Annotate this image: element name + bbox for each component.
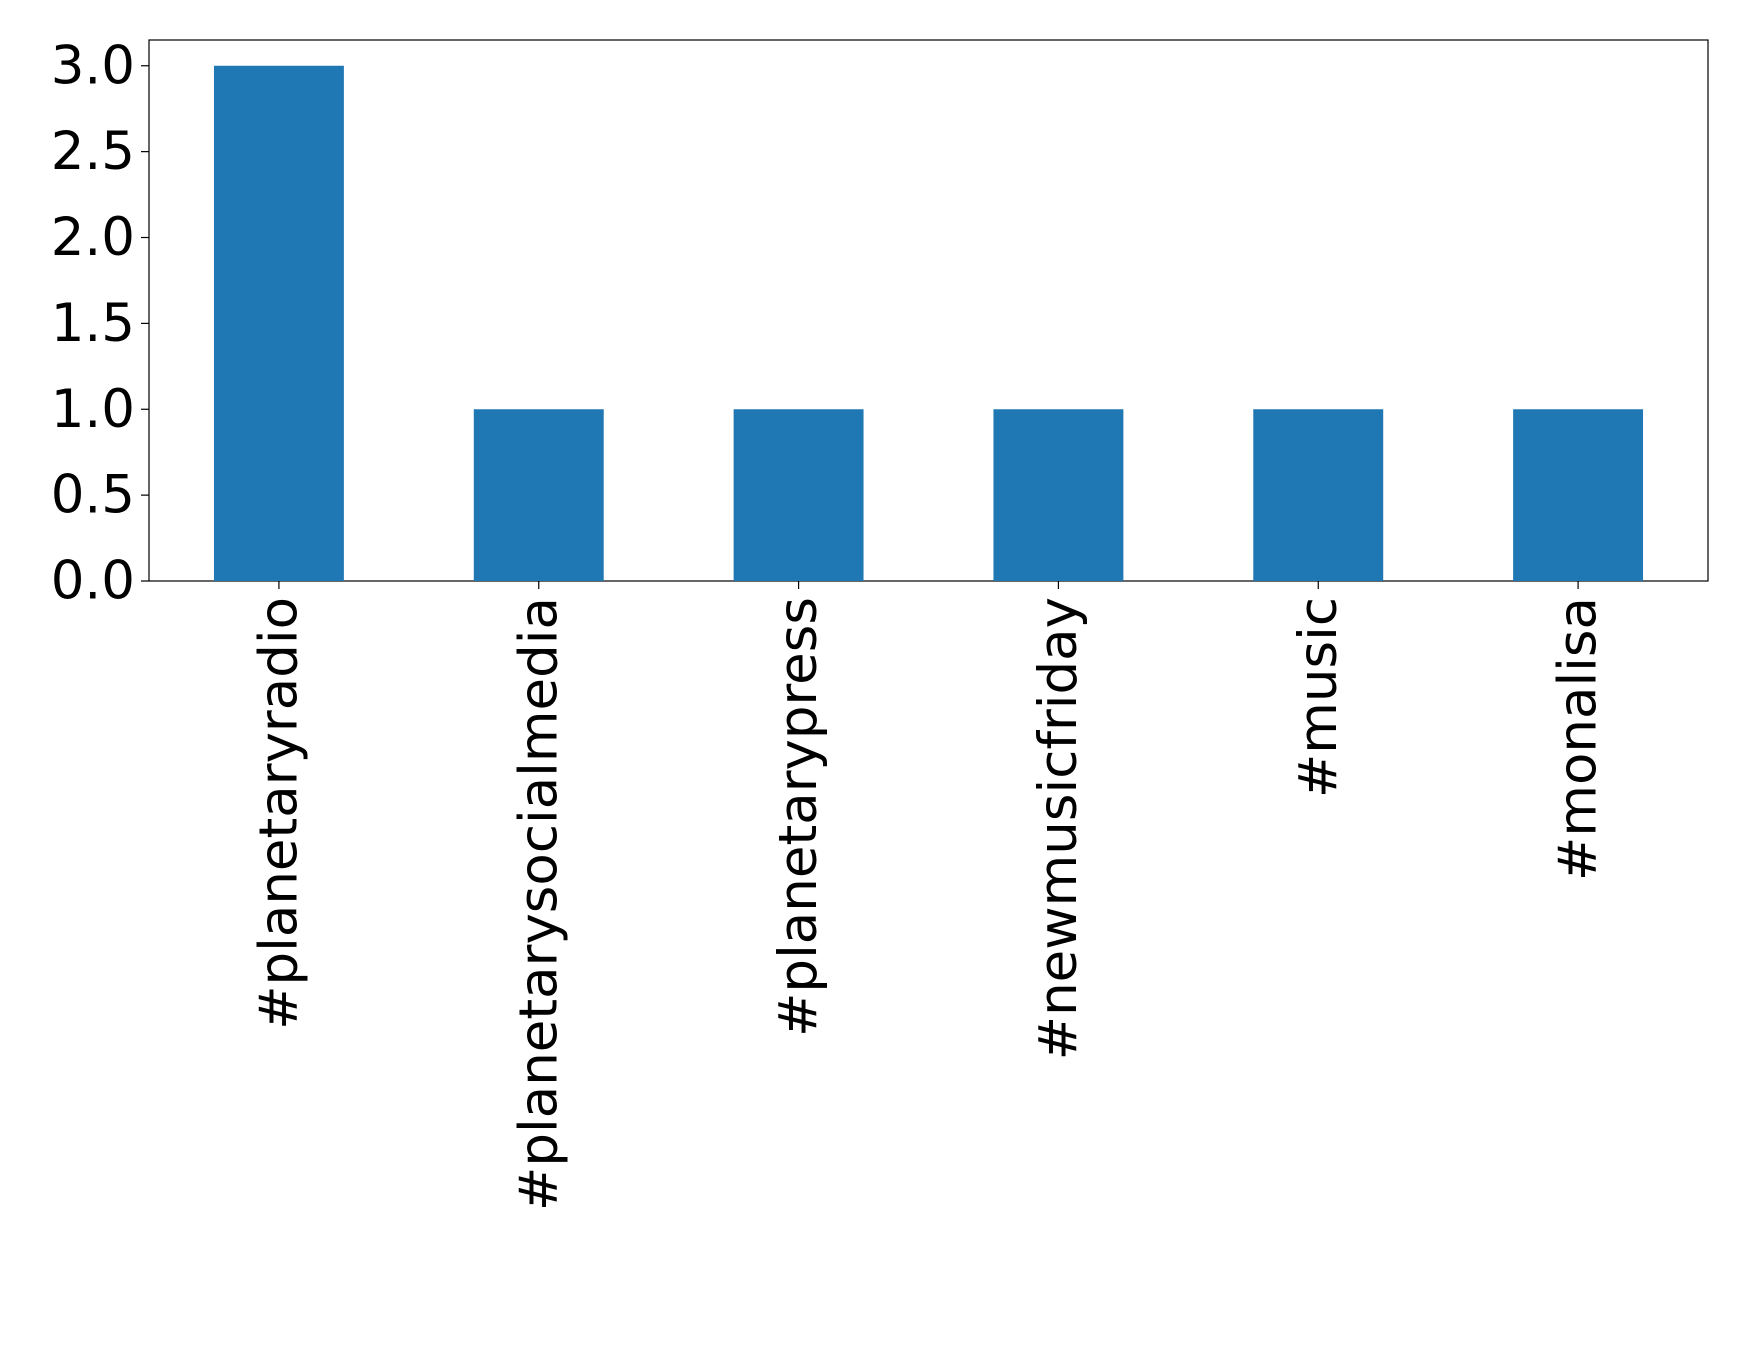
y-tick-label: 2.5 <box>51 121 135 182</box>
x-tick-label: #music <box>1288 597 1349 798</box>
x-tick-label: #planetarypress <box>768 597 829 1037</box>
bar <box>1253 409 1384 581</box>
y-tick-label: 2.0 <box>51 207 135 268</box>
y-tick-label: 1.5 <box>51 293 135 354</box>
y-tick-label: 0.0 <box>51 551 135 612</box>
y-tick-label: 1.0 <box>51 379 135 440</box>
bar <box>733 409 864 581</box>
bar <box>213 65 344 581</box>
x-tick-label: #newmusicfriday <box>1028 597 1089 1060</box>
y-tick-label: 3.0 <box>51 35 135 96</box>
bar <box>473 409 604 581</box>
bar <box>993 409 1124 581</box>
y-tick-label: 0.5 <box>51 465 135 526</box>
bar <box>1513 409 1644 581</box>
x-tick-label: #monalisa <box>1548 597 1609 881</box>
x-tick-label: #planetarysocialmedia <box>508 597 569 1211</box>
plot-frame <box>148 39 1709 582</box>
x-tick-label: #planetaryradio <box>248 597 309 1030</box>
